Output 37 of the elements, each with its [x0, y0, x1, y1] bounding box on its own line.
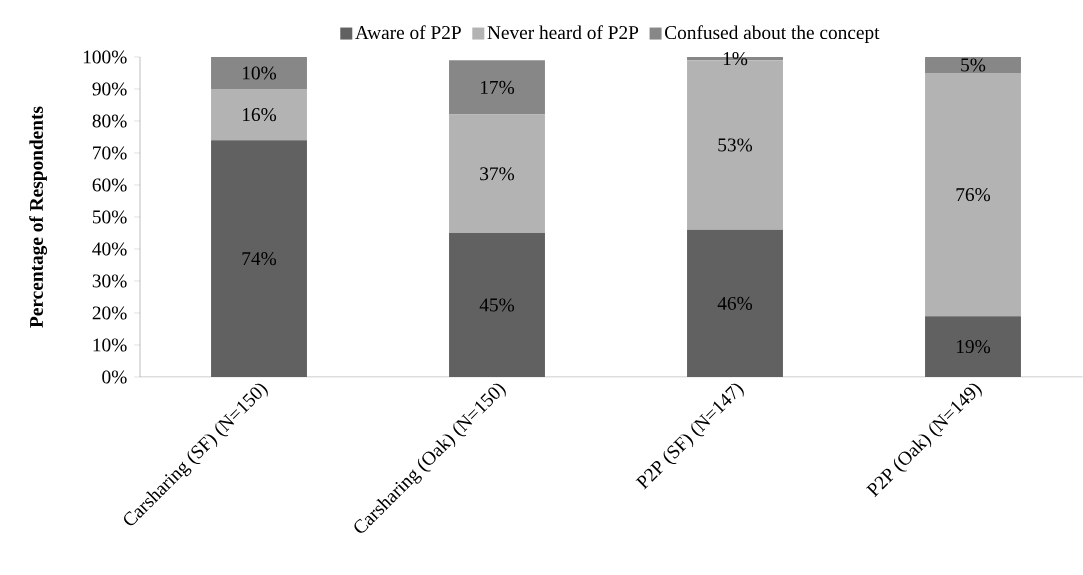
bar	[449, 60, 545, 115]
legend-label: Aware of P2P	[355, 25, 461, 40]
bar	[211, 89, 307, 141]
y-tick-label: 60%	[92, 178, 127, 192]
y-tick-label: 0%	[102, 370, 127, 384]
bar	[211, 140, 307, 377]
data-label: 16%	[242, 108, 277, 122]
bar	[211, 57, 307, 89]
data-label: 1%	[723, 52, 748, 66]
y-tick-label: 20%	[92, 306, 127, 320]
y-tick-label: 70%	[93, 146, 127, 160]
data-label: 45%	[479, 298, 515, 312]
bar	[687, 229, 783, 377]
y-tick-label: 100%	[83, 50, 127, 64]
bar	[449, 114, 545, 233]
data-label: 46%	[717, 296, 753, 310]
legend-label: Never heard of P2P	[487, 25, 639, 40]
data-label: 76%	[956, 188, 991, 202]
legend-label: Confused about the concept	[665, 25, 880, 44]
data-label: 10%	[242, 66, 277, 80]
y-tick-label: 90%	[92, 82, 127, 96]
data-label: 53%	[718, 138, 753, 152]
data-label: 37%	[480, 167, 515, 181]
y-axis-title: Percentage of Respondents	[29, 106, 48, 328]
bar	[925, 316, 1021, 377]
y-tick-label: 50%	[92, 210, 127, 224]
data-label: 17%	[480, 80, 515, 94]
bar	[449, 232, 545, 377]
data-label: 19%	[956, 340, 991, 354]
y-tick-label: 10%	[93, 338, 127, 352]
y-tick-label: 80%	[92, 114, 127, 128]
data-label: 74%	[242, 252, 277, 266]
bar	[925, 72, 1021, 317]
data-label: 5%	[961, 58, 986, 72]
y-tick-label: 30%	[92, 274, 127, 288]
bar	[925, 57, 1021, 73]
y-tick-label: 40%	[92, 242, 127, 256]
